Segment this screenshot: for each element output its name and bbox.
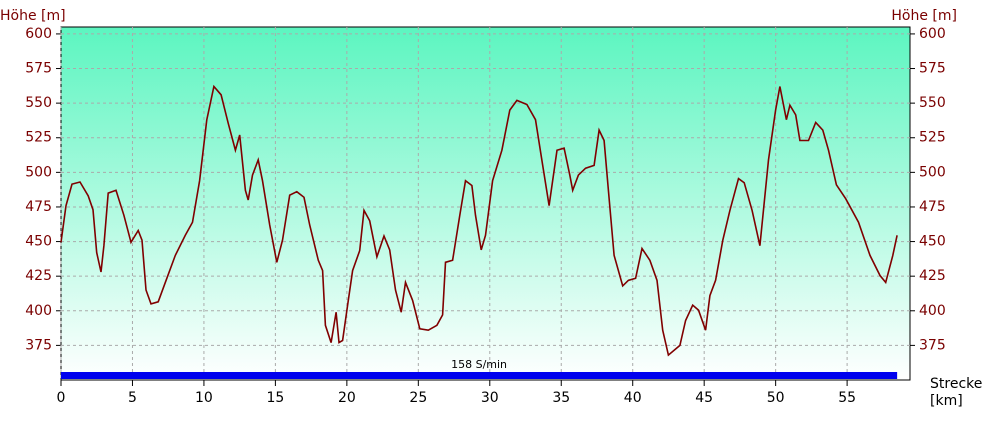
x-axis-unit: [km]	[930, 393, 963, 409]
x-tick-label: 10	[195, 390, 213, 406]
elevation-line	[60, 84, 898, 357]
y-tick-label: 425	[25, 268, 52, 284]
y-tick-label: 475	[25, 199, 52, 215]
x-tick-label: 5	[128, 390, 137, 406]
y2-axis-title: Höhe [m]	[891, 8, 957, 24]
y2-tick-label: 525	[919, 130, 946, 146]
x-tick-label: 20	[338, 390, 356, 406]
x-tick-label: 30	[481, 390, 499, 406]
x-tick-label: 45	[695, 390, 713, 406]
annotation: 158 S/min	[451, 358, 507, 371]
y2-tick-label: 400	[919, 303, 946, 319]
y2-tick-label: 575	[919, 61, 946, 77]
x-tick-label: 25	[409, 390, 427, 406]
y-tick-label: 500	[25, 164, 52, 180]
y-tick-label: 400	[25, 303, 52, 319]
x-tick-label: 35	[552, 390, 570, 406]
x-tick-label: 55	[838, 390, 856, 406]
y2-tick-label: 500	[919, 164, 946, 180]
y-tick-label: 525	[25, 130, 52, 146]
y-tick-label: 550	[25, 95, 52, 111]
cadence-band	[61, 372, 898, 379]
x-axis-title: Strecke	[930, 376, 982, 392]
y2-tick-label: 425	[919, 268, 946, 284]
y2-tick-label: 600	[919, 26, 946, 42]
x-tick-label: 50	[767, 390, 785, 406]
y2-tick-label: 375	[919, 337, 946, 353]
y2-tick-label: 450	[919, 234, 946, 250]
y2-tick-label: 550	[919, 95, 946, 111]
y-axis-title: Höhe [m]	[0, 8, 66, 24]
x-tick-label: 15	[266, 390, 284, 406]
x-tick-label: 40	[624, 390, 642, 406]
y-tick-label: 600	[25, 26, 52, 42]
x-tick-label: 0	[57, 390, 66, 406]
y-tick-label: 375	[25, 337, 52, 353]
y2-tick-label: 475	[919, 199, 946, 215]
y-tick-label: 575	[25, 61, 52, 77]
plot-area	[60, 26, 911, 381]
y-tick-label: 450	[25, 234, 52, 250]
